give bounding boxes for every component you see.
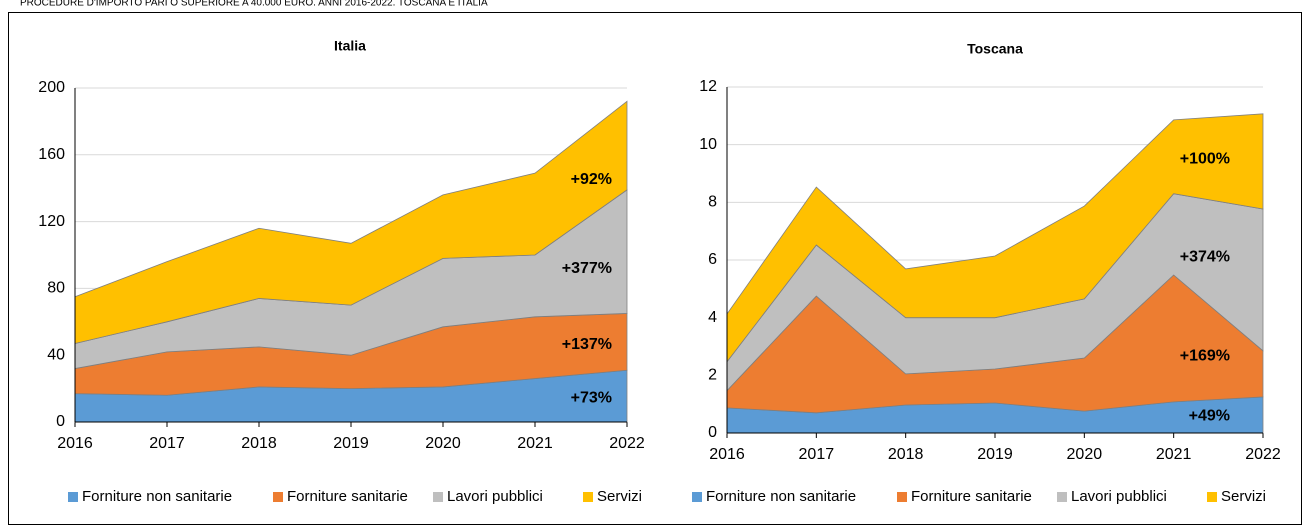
area [74,100,628,345]
legend-label: Lavori pubblici [447,488,543,505]
legend-swatch [273,492,283,502]
y-tick-label: 120 [38,213,65,230]
x-tick-label: 2020 [425,435,461,452]
legend-swatch [68,492,78,502]
annotation: +137% [562,336,612,353]
y-tick-label: 12 [699,78,717,95]
y-tick-label: 80 [47,280,65,297]
legend-swatch [433,492,443,502]
x-tick-label: 2019 [977,446,1013,463]
x-tick-label: 2021 [1156,446,1192,463]
chart-title: Toscana [967,41,1023,57]
chart-title: Italia [334,38,366,54]
legend-swatch [583,492,593,502]
x-tick-label: 2017 [149,435,185,452]
annotation: +73% [571,389,612,406]
x-tick-label: 2018 [888,446,924,463]
x-tick-label: 2016 [57,435,93,452]
y-tick-label: 8 [708,194,717,211]
legend-label: Forniture sanitarie [911,488,1032,505]
x-tick-label: 2016 [709,446,745,463]
legend-label: Lavori pubblici [1071,488,1167,505]
y-tick-label: 160 [38,146,65,163]
x-tick-label: 2022 [1245,446,1281,463]
y-tick-label: 40 [47,346,65,363]
annotation: +92% [571,171,612,188]
legend-swatch [897,492,907,502]
annotation: +100% [1180,150,1230,167]
annotation: +374% [1180,248,1230,265]
x-tick-label: 2020 [1067,446,1103,463]
x-tick-label: 2018 [241,435,277,452]
x-tick-label: 2022 [609,435,645,452]
frame [8,12,1302,525]
annotation: +49% [1189,407,1230,424]
y-tick-label: 0 [56,413,65,430]
y-tick-label: 10 [699,136,717,153]
header: PROCEDURE D'IMPORTO PARI O SUPERIORE A 4… [20,0,488,9]
x-tick-label: 2021 [517,435,553,452]
legend-label: Servizi [1221,488,1266,505]
annotation: +169% [1180,347,1230,364]
x-tick-label: 2019 [333,435,369,452]
legend-swatch [1057,492,1067,502]
legend-swatch [692,492,702,502]
legend-label: Forniture non sanitarie [706,488,856,505]
y-tick-label: 4 [708,309,717,326]
annotation: +377% [562,260,612,277]
y-tick-label: 200 [38,79,65,96]
legend-label: Servizi [597,488,642,505]
area [726,113,1264,363]
x-tick-label: 2017 [799,446,835,463]
y-tick-label: 2 [708,367,717,384]
legend-label: Forniture sanitarie [287,488,408,505]
legend-label: Forniture non sanitarie [82,488,232,505]
y-tick-label: 6 [708,251,717,268]
y-tick-label: 0 [708,424,717,441]
legend-swatch [1207,492,1217,502]
